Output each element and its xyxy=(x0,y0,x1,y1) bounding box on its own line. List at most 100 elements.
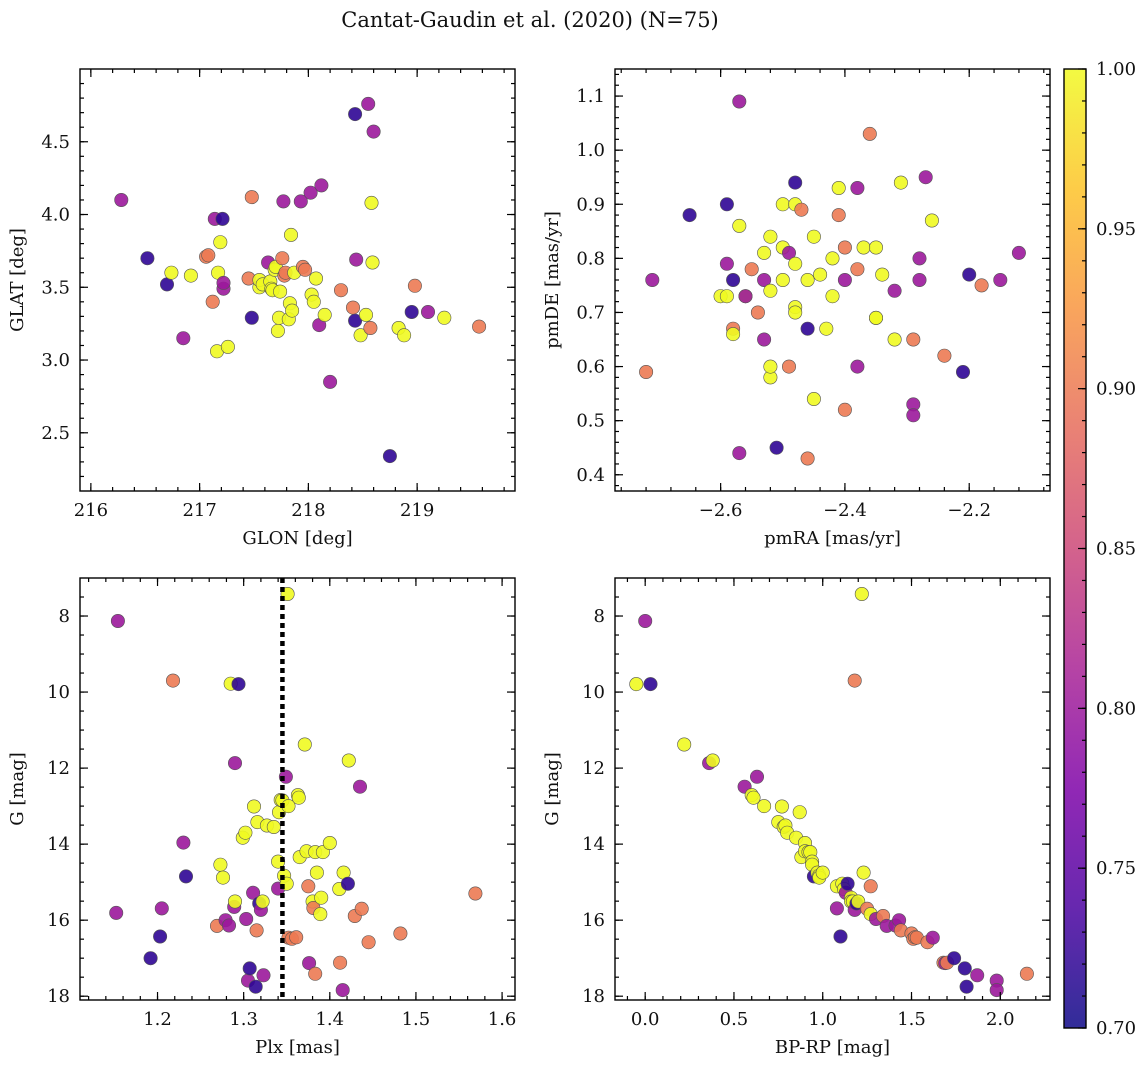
data-point xyxy=(769,440,784,455)
colorbar-tick-label: 0.70 xyxy=(1096,1018,1136,1039)
data-point xyxy=(308,271,323,286)
data-point xyxy=(289,930,304,945)
data-point xyxy=(248,979,263,994)
data-point xyxy=(348,313,363,328)
scatter-points xyxy=(114,96,487,464)
data-point xyxy=(800,272,815,287)
x-tick-label: −2.2 xyxy=(947,500,991,521)
data-point xyxy=(309,865,324,880)
y-tick-label: 14 xyxy=(47,834,70,855)
axes-frame xyxy=(614,577,1051,1001)
data-point xyxy=(322,835,337,850)
data-point xyxy=(989,983,1004,998)
data-point xyxy=(912,272,927,287)
data-point xyxy=(176,331,191,346)
x-tick-label: −2.4 xyxy=(823,500,867,521)
data-point xyxy=(437,310,452,325)
data-point xyxy=(645,272,660,287)
data-point xyxy=(819,321,834,336)
data-point xyxy=(231,677,246,692)
data-point xyxy=(183,268,198,283)
data-point xyxy=(273,284,288,299)
data-point xyxy=(228,894,243,909)
data-point xyxy=(757,332,772,347)
y-tick-label: 0.9 xyxy=(576,194,605,215)
data-point xyxy=(875,267,890,282)
data-point xyxy=(220,339,235,354)
data-point xyxy=(266,819,281,834)
data-point xyxy=(238,825,253,840)
data-point xyxy=(850,359,865,374)
data-point xyxy=(302,956,317,971)
scatter-points xyxy=(639,94,1026,466)
data-point xyxy=(468,886,483,901)
data-point xyxy=(800,451,815,466)
data-point xyxy=(110,613,125,628)
data-point xyxy=(270,323,285,338)
data-point xyxy=(825,251,840,266)
data-point xyxy=(306,294,321,309)
y-axis-label: pmDE [mas/yr] xyxy=(542,211,563,349)
data-point xyxy=(345,300,360,315)
data-point xyxy=(364,195,379,210)
y-tick-label: 12 xyxy=(582,758,605,779)
data-point xyxy=(247,799,262,814)
colorbar-gradient xyxy=(1064,69,1086,1028)
data-point xyxy=(164,265,179,280)
data-point xyxy=(705,753,720,768)
x-tick-label: 219 xyxy=(400,500,434,521)
data-point xyxy=(213,857,228,872)
data-point xyxy=(363,320,378,335)
data-point xyxy=(308,966,323,981)
data-point xyxy=(868,310,883,325)
data-point xyxy=(677,737,692,752)
data-point xyxy=(794,202,809,217)
axes-frame xyxy=(79,68,516,492)
data-point xyxy=(140,251,155,266)
data-point xyxy=(361,935,376,950)
data-point xyxy=(246,885,261,900)
data-point xyxy=(297,737,312,752)
y-tick-label: 4.5 xyxy=(41,132,70,153)
colorbar-tick-label: 0.80 xyxy=(1096,698,1136,719)
y-tick-label: 1.0 xyxy=(576,140,605,161)
y-tick-label: 16 xyxy=(582,910,605,931)
x-tick-label: 217 xyxy=(182,500,216,521)
data-point xyxy=(788,175,803,190)
data-point xyxy=(840,876,855,891)
data-point xyxy=(348,107,363,122)
data-point xyxy=(255,894,270,909)
data-point xyxy=(358,307,373,322)
data-point xyxy=(333,283,348,298)
y-tick-label: 8 xyxy=(594,606,605,627)
data-point xyxy=(831,208,846,223)
data-point xyxy=(850,181,865,196)
data-point xyxy=(887,283,902,298)
data-point xyxy=(276,194,291,209)
data-point xyxy=(781,245,796,260)
data-point xyxy=(301,879,316,894)
y-tick-label: 8 xyxy=(59,606,70,627)
y-tick-label: 18 xyxy=(582,986,605,1007)
data-point xyxy=(906,408,921,423)
data-point xyxy=(906,332,921,347)
data-point xyxy=(856,865,871,880)
y-tick-label: 10 xyxy=(582,682,605,703)
data-point xyxy=(228,756,243,771)
data-point xyxy=(114,193,129,208)
data-point xyxy=(719,197,734,212)
data-point xyxy=(781,359,796,374)
data-point xyxy=(863,879,878,894)
data-point xyxy=(239,911,254,926)
data-point xyxy=(397,328,412,343)
data-point xyxy=(937,348,952,363)
x-tick-label: 1.3 xyxy=(229,1009,258,1030)
data-point xyxy=(407,278,422,293)
x-tick-label: 0.5 xyxy=(720,1009,749,1030)
data-point xyxy=(341,753,356,768)
data-point xyxy=(732,218,747,233)
data-point xyxy=(154,901,169,916)
data-point xyxy=(314,178,329,193)
data-point xyxy=(825,289,840,304)
y-axis-label: G [mag] xyxy=(542,752,563,825)
